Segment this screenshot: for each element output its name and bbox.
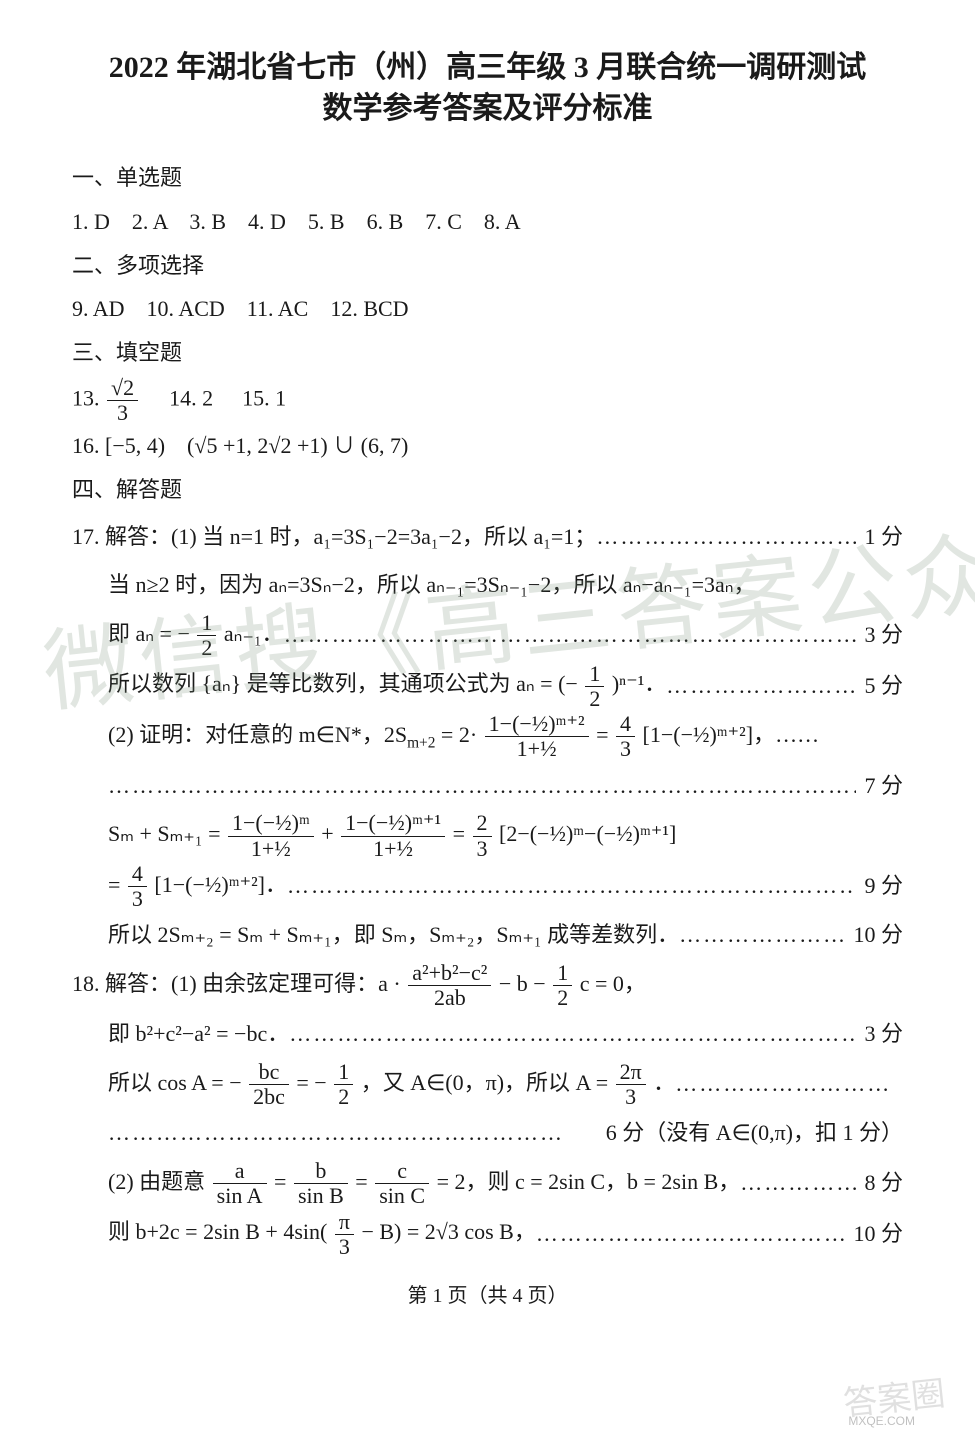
q17-line-5: (2) 证明：对任意的 m∈N*，2Sm+2 = 2· 1−(−½)ᵐ⁺² 1+… <box>72 711 903 762</box>
page-footer: 第 1 页（共 4 页） <box>72 1279 903 1308</box>
q13-prefix: 13. <box>72 386 100 411</box>
exam-answer-page: 微信搜《高三答案公众号》 2022 年湖北省七市（州）高三年级 3 月联合统一调… <box>0 0 975 1440</box>
q17-line-3: 即 aₙ = − 1 2 aₙ₋₁． ………………………………………………………… <box>72 610 903 661</box>
q17-line-6: Sₘ + Sₘ₊₁ = 1−(−½)ᵐ 1+½ + 1−(−½)ᵐ⁺¹ 1+½ … <box>72 810 903 861</box>
section-3-line-1: 13. √2 3 14. 2 15. 1 <box>72 376 903 425</box>
q13-fraction: √2 3 <box>107 376 138 425</box>
q18-line-3-note: ………………………………………………… 6 分（没有 A∈(0,π)，扣 1 分… <box>72 1109 903 1157</box>
q14: 14. 2 <box>169 386 213 411</box>
section-1-answers: 1. D 2. A 3. B 4. D 5. B 6. B 7. C 8. A <box>72 201 903 243</box>
url-watermark: MXQE.COM <box>848 1414 915 1428</box>
q17-line-8: 所以 2Sₘ₊₂ = Sₘ + Sₘ₊₁，即 Sₘ，Sₘ₊₂，Sₘ₊₁ 成等差数… <box>72 911 903 959</box>
q17-line-1: 17. 解答：(1) 当 n=1 时，a₁=3S₁−2=3a₁−2，所以 a₁=… <box>72 513 903 561</box>
q18-line-1: 18. 解答：(1) 由余弦定理可得：a · a²+b²−c² 2ab − b … <box>72 960 903 1011</box>
section-3-heading: 三、填空题 <box>72 332 903 374</box>
fraction: 1 2 <box>197 611 216 660</box>
title-line-1: 2022 年湖北省七市（州）高三年级 3 月联合统一调研测试 <box>72 48 903 89</box>
title-line-2: 数学参考答案及评分标准 <box>72 89 903 130</box>
q18-line-5: 则 b+2c = 2sin B + 4sin( π 3 − B) = 2√3 c… <box>72 1208 903 1259</box>
section-1-heading: 一、单选题 <box>72 157 903 199</box>
q17-line-7: = 4 3 [1−(−½)ᵐ⁺²]． ………………………………………………………… <box>72 861 903 912</box>
dots-fill: ……………………………………… <box>596 513 856 561</box>
score: 1 分 <box>856 513 903 561</box>
page-title: 2022 年湖北省七市（州）高三年级 3 月联合统一调研测试 数学参考答案及评分… <box>72 48 903 129</box>
q18-line-2: 即 b²+c²−a² = −bc． …………………………………………………………… <box>72 1010 903 1058</box>
q16: 16. [−5, 4) (√5 +1, 2√2 +1) ∪ (6, 7) <box>72 425 903 467</box>
q18-line-4: (2) 由题意 a sin A = b sin B = c sin C = 2，… <box>72 1158 903 1209</box>
section-2-answers: 9. AD 10. ACD 11. AC 12. BCD <box>72 288 903 330</box>
q15: 15. 1 <box>242 386 286 411</box>
q17-line-2: 当 n≥2 时，因为 aₙ=3Sₙ−2，所以 aₙ₋₁=3Sₙ₋₁−2，所以 a… <box>72 561 903 609</box>
q17-line-5-score: ……………………………………………………………………………………………… 7 分 <box>72 762 903 810</box>
section-4-heading: 四、解答题 <box>72 469 903 511</box>
q17-line-4: 所以数列 {aₙ} 是等比数列，其通项公式为 aₙ = (− 1 2 )ⁿ⁻¹．… <box>72 660 903 711</box>
q18-line-3: 所以 cos A = − bc 2bc = − 1 2 ，又 A∈(0，π)，所… <box>72 1059 903 1110</box>
section-2-heading: 二、多项选择 <box>72 245 903 287</box>
